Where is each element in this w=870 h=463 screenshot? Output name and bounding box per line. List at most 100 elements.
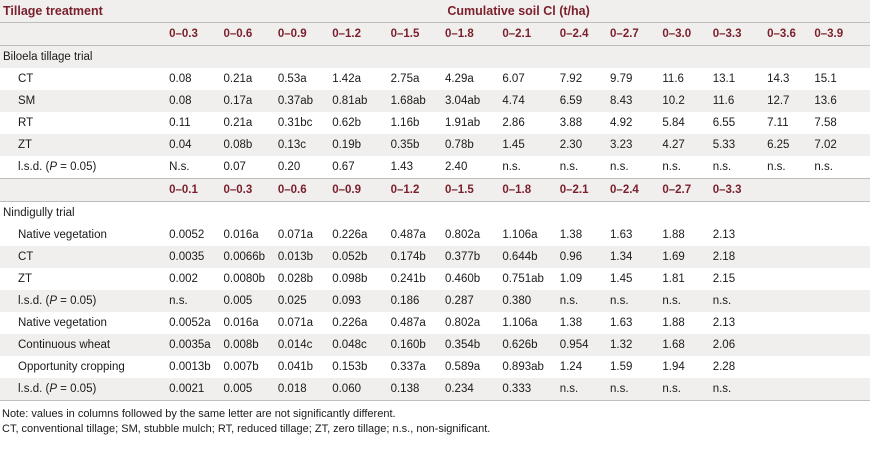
row-label: l.s.d. (P = 0.05) xyxy=(0,378,168,401)
table-cell: 0.0035 xyxy=(167,246,222,268)
table-cell: 1.32 xyxy=(608,334,661,356)
table-cell: 2.30 xyxy=(557,134,609,156)
table-cell: 0.21a xyxy=(221,68,276,90)
biloela-depth-header: 0–1.8 xyxy=(442,22,501,46)
table-cell xyxy=(812,356,870,378)
nindigully-depth-header: 0–3.3 xyxy=(710,178,766,202)
table-cell: 2.28 xyxy=(710,356,766,378)
row-label-suffix: = 0.05) xyxy=(56,383,97,395)
nindigully-depth-header: 0–2.4 xyxy=(608,178,661,202)
table-cell: 1.38 xyxy=(557,312,609,334)
table-cell: 8.43 xyxy=(608,90,661,112)
table-cell: n.s. xyxy=(812,156,870,179)
table-cell: 1.43 xyxy=(388,156,443,179)
soil-cl-table: Tillage treatment Cumulative soil Cl (t/… xyxy=(0,0,870,401)
table-cell: n.s. xyxy=(710,378,766,401)
table-cell: 0.025 xyxy=(275,290,331,312)
table-cell xyxy=(765,356,813,378)
table-cell: 0.31bc xyxy=(275,112,331,134)
table-cell: 15.1 xyxy=(812,68,870,90)
table-cell: 1.45 xyxy=(608,268,661,290)
table-cell: 0.005 xyxy=(221,290,276,312)
table-cell: 2.13 xyxy=(710,312,766,334)
table-cell: n.s. xyxy=(500,156,558,179)
nindigully-depth-header: 0–1.2 xyxy=(388,178,443,202)
table-cell: N.s. xyxy=(167,156,222,179)
table-row: l.s.d. (P = 0.05) n.s. 0.005 0.025 0.093 0.18… xyxy=(0,290,870,312)
table-cell: 1.38 xyxy=(557,224,609,246)
table-cell: 0.20 xyxy=(275,156,331,179)
table-cell: 0.377b xyxy=(442,246,501,268)
table-cell: 0.08 xyxy=(167,68,222,90)
table-cell: 0.644b xyxy=(500,246,558,268)
table-cell: 1.68 xyxy=(660,334,711,356)
table-cell: 2.86 xyxy=(500,112,558,134)
table-cell: 14.3 xyxy=(765,68,813,90)
table-cell: 0.174b xyxy=(388,246,443,268)
table-cell: 1.24 xyxy=(557,356,609,378)
table-cell: 0.802a xyxy=(442,224,501,246)
table-row: SM 0.08 0.17a 0.37ab 0.81ab 1.68ab 3.04ab 4.74 6… xyxy=(0,90,870,112)
biloela-depth-header: 0–2.1 xyxy=(500,22,558,46)
row-label-prefix: l.s.d. ( xyxy=(18,295,50,307)
table-cell: 0.487a xyxy=(388,312,443,334)
nindigully-section-label: Nindigully trial xyxy=(0,201,870,224)
table-cell: 0.751ab xyxy=(500,268,558,290)
table-cell: 0.0052a xyxy=(167,312,222,334)
table-cell: 4.92 xyxy=(608,112,661,134)
table-cell: 0.016a xyxy=(221,224,276,246)
table-cell: 0.0013b xyxy=(167,356,222,378)
biloela-depth-header: 0–0.3 xyxy=(167,22,222,46)
table-row: ZT 0.04 0.08b 0.13c 0.19b 0.35b 0.78b 1.45 2.30 3… xyxy=(0,134,870,156)
table-cell: 0.62b xyxy=(330,112,389,134)
table-cell: 0.041b xyxy=(275,356,331,378)
table-cell: 0.028b xyxy=(275,268,331,290)
row-label: CT xyxy=(0,68,168,90)
table-cell: 0.098b xyxy=(330,268,389,290)
row-label-suffix: = 0.05) xyxy=(56,295,97,307)
table-cell: 1.91ab xyxy=(442,112,501,134)
table-cell: 0.96 xyxy=(557,246,609,268)
table-cell: 1.94 xyxy=(660,356,711,378)
table-cell: 4.29a xyxy=(442,68,501,90)
nindigully-depth-header: 0–1.5 xyxy=(442,178,501,202)
table-notes: Note: values in columns followed by the … xyxy=(0,407,870,437)
table-cell: n.s. xyxy=(660,156,711,179)
table-cell: n.s. xyxy=(660,290,711,312)
nindigully-section-row: Nindigully trial xyxy=(0,201,870,224)
table-cell: 0.002 xyxy=(167,268,222,290)
table-cell: n.s. xyxy=(608,290,661,312)
table-cell: 2.18 xyxy=(710,246,766,268)
table-cell: 0.13c xyxy=(275,134,331,156)
table-cell: 0.0080b xyxy=(221,268,276,290)
table-cell: 0.0021 xyxy=(167,378,222,401)
table-cell: n.s. xyxy=(710,290,766,312)
table-cell: 0.53a xyxy=(275,68,331,90)
row-label: l.s.d. (P = 0.05) xyxy=(0,156,168,179)
table-cell: 0.138 xyxy=(388,378,443,401)
table-cell: 2.75a xyxy=(388,68,443,90)
table-row: l.s.d. (P = 0.05) 0.0021 0.005 0.018 0.060 0.… xyxy=(0,378,870,401)
nindigully-depth-header xyxy=(812,178,870,202)
table-cell: 0.11 xyxy=(167,112,222,134)
table-cell: 0.287 xyxy=(442,290,501,312)
table-row: RT 0.11 0.21a 0.31bc 0.62b 1.16b 1.91ab 2.86 3.8… xyxy=(0,112,870,134)
cumulative-soil-cl-header: Cumulative soil Cl (t/ha) xyxy=(167,0,870,23)
biloela-depth-header-spacer xyxy=(0,22,168,46)
table-cell: 0.153b xyxy=(330,356,389,378)
table-cell: 11.6 xyxy=(660,68,711,90)
table-cell: 0.052b xyxy=(330,246,389,268)
table-cell: 0.008b xyxy=(221,334,276,356)
table-cell: 0.337a xyxy=(388,356,443,378)
table-cell xyxy=(812,224,870,246)
table-cell: 1.68ab xyxy=(388,90,443,112)
table-cell: 0.35b xyxy=(388,134,443,156)
table-cell: 6.59 xyxy=(557,90,609,112)
table-cell xyxy=(765,334,813,356)
table-row: CT 0.08 0.21a 0.53a 1.42a 2.75a 4.29a 6.07 7.92 9… xyxy=(0,68,870,90)
row-label: SM xyxy=(0,90,168,112)
table-cell: 9.79 xyxy=(608,68,661,90)
table-row: Native vegetation 0.0052a 0.016a 0.071a 0.22… xyxy=(0,312,870,334)
row-label: Opportunity cropping xyxy=(0,356,168,378)
biloela-depth-header: 0–2.7 xyxy=(608,22,661,46)
